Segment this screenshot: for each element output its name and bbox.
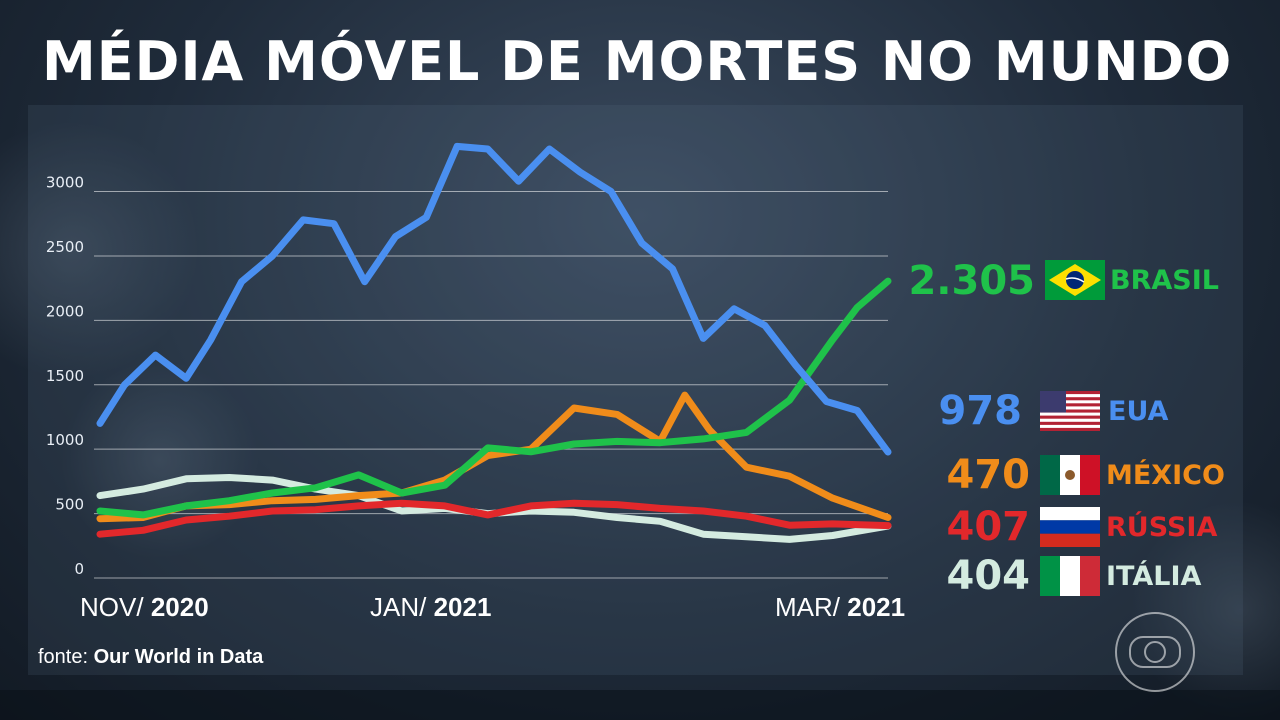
x-tick-label-nov-2020: NOV/ 2020: [80, 592, 209, 622]
series-lines: [96, 142, 892, 543]
legend-entry-eua: 978 EUA: [900, 388, 1280, 434]
legend-country: ITÁLIA: [1106, 561, 1202, 592]
legend-entry-mexico: 470 MÉXICO: [900, 452, 1280, 498]
italy-flag-icon: [1040, 556, 1100, 596]
page-title: MÉDIA MÓVEL DE MORTES NO MUNDO: [42, 30, 1233, 93]
legend-value: 978: [938, 388, 1023, 434]
mexico-flag-icon: [1040, 455, 1100, 495]
legend-value: 404: [946, 553, 1031, 599]
footer-band: [0, 690, 1280, 720]
legend-country: EUA: [1108, 396, 1169, 427]
legend-entry-italia: 404 ITÁLIA: [900, 553, 1280, 599]
source-note: fonte: Our World in Data: [38, 646, 264, 668]
legend-value: 407: [946, 504, 1031, 550]
legend-value: 2.305: [908, 258, 1035, 304]
legend-country: BRASIL: [1110, 265, 1219, 296]
y-tick-label: 0: [74, 560, 84, 578]
legend-country: MÉXICO: [1106, 460, 1225, 491]
legend-value: 470: [946, 452, 1031, 498]
series-line-rússia: [96, 499, 892, 538]
y-tick-label: 2000: [46, 302, 84, 320]
x-tick-label-jan-2021: JAN/ 2021: [370, 592, 492, 622]
usa-flag-icon: [1040, 391, 1100, 431]
brazil-flag-icon: [1045, 260, 1105, 300]
legend-entry-brasil: 2.305 BRASIL: [900, 258, 1280, 304]
y-tick-label: 500: [55, 496, 84, 514]
series-line-itália: [96, 474, 892, 543]
y-tick-label: 1500: [46, 367, 84, 385]
globo-logo-icon: [1115, 612, 1195, 692]
y-tick-label: 2500: [46, 238, 84, 256]
legend-entry-russia: 407 RÚSSIA: [900, 504, 1280, 550]
series-line-brasil: [96, 277, 892, 519]
russia-flag-icon: [1040, 507, 1100, 547]
y-tick-label: 3000: [46, 174, 84, 192]
y-tick-label: 1000: [46, 431, 84, 449]
y-tick-labels: 0 500 1000 1500 2000 2500 3000: [46, 174, 84, 578]
legend-country: RÚSSIA: [1106, 512, 1218, 543]
series-line-eua: [96, 142, 892, 456]
x-tick-label-mar-2021: MAR/ 2021: [775, 592, 906, 622]
